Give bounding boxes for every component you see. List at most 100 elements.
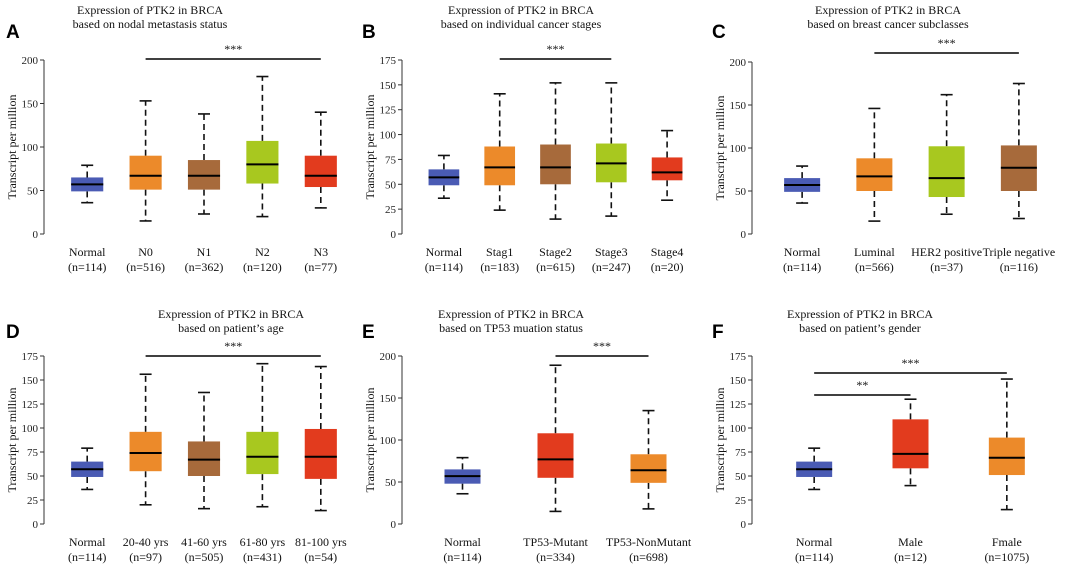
chart-title-line: Expression of PTK2 in BRCA <box>787 307 933 321</box>
y-tick-label: 100 <box>380 130 397 142</box>
y-tick-label: 100 <box>730 143 747 155</box>
significance-label: *** <box>547 42 565 56</box>
category-count: (n=77) <box>304 260 337 274</box>
y-tick-label: 125 <box>22 399 39 411</box>
y-axis-label: Transcript per million <box>713 96 727 201</box>
category-label: Normal <box>796 535 833 549</box>
y-tick-label: 0 <box>33 229 39 241</box>
y-tick-label: 50 <box>385 179 397 191</box>
significance-label: *** <box>902 356 920 370</box>
category-label: N3 <box>313 245 328 259</box>
chart-title-line: based on breast cancer subclasses <box>807 17 969 31</box>
y-tick-label: 125 <box>730 399 747 411</box>
panel-label: C <box>712 22 726 43</box>
category-label: N2 <box>255 245 270 259</box>
category-count: (n=516) <box>126 260 165 274</box>
box-n0 <box>129 100 162 222</box>
y-tick-label: 100 <box>22 142 39 154</box>
box-luminal <box>856 107 893 222</box>
y-axis-label: Transcript per million <box>5 388 19 493</box>
category-count: (n=37) <box>930 260 963 274</box>
y-tick-label: 150 <box>380 393 397 405</box>
category-label: Luminal <box>854 245 895 259</box>
category-label: Normal <box>69 245 106 259</box>
category-count: (n=505) <box>185 550 224 564</box>
box-tp53-nonmutant <box>630 409 667 510</box>
box-tp53-mutant <box>537 364 574 513</box>
category-label: N1 <box>197 245 212 259</box>
box-61-80-yrs <box>246 362 279 508</box>
box-her2-positive <box>928 93 965 216</box>
y-tick-label: 75 <box>735 447 747 459</box>
y-tick-label: 50 <box>735 471 747 483</box>
category-label: Male <box>898 535 923 549</box>
y-tick-label: 0 <box>741 229 747 241</box>
box-iqr <box>892 419 929 469</box>
category-count: (n=362) <box>185 260 224 274</box>
box-stag1 <box>484 93 516 211</box>
y-tick-label: 50 <box>27 186 39 198</box>
y-tick-label: 175 <box>730 351 747 363</box>
box-n3 <box>304 111 337 209</box>
box-iqr <box>537 433 574 478</box>
category-count: (n=120) <box>243 260 282 274</box>
y-tick-label: 75 <box>385 154 397 166</box>
category-label: Normal <box>444 535 481 549</box>
y-tick-label: 50 <box>385 477 397 489</box>
category-count: (n=566) <box>855 260 894 274</box>
y-axis-label: Transcript per million <box>363 388 377 493</box>
box-iqr <box>988 437 1025 476</box>
category-label: 81-100 yrs <box>295 535 347 549</box>
chart-title-line: based on nodal metastasis status <box>73 17 228 31</box>
box-stage4 <box>651 129 683 201</box>
chart-title-line: Expression of PTK2 in BRCA <box>815 3 961 17</box>
box-stage3 <box>595 82 627 217</box>
y-tick-label: 150 <box>730 375 747 387</box>
y-tick-label: 25 <box>735 495 747 507</box>
box-iqr <box>484 146 516 186</box>
y-tick-label: 50 <box>27 471 39 483</box>
box-20-40-yrs <box>129 373 162 506</box>
box-iqr <box>928 146 965 198</box>
box-normal <box>71 447 104 491</box>
y-tick-label: 175 <box>22 351 39 363</box>
y-tick-label: 0 <box>391 229 397 241</box>
y-tick-label: 0 <box>391 519 397 531</box>
chart-title-line: Expression of PTK2 in BRCA <box>158 307 304 321</box>
category-label: HER2 positive <box>911 245 982 259</box>
category-label: Normal <box>69 535 106 549</box>
category-label: 61-80 yrs <box>240 535 286 549</box>
significance-label: *** <box>593 339 611 353</box>
box-n2 <box>246 75 279 218</box>
box-81-100-yrs <box>304 365 337 512</box>
category-count: (n=1075) <box>984 550 1029 564</box>
category-label: Normal <box>426 245 463 259</box>
category-count: (n=114) <box>783 260 821 274</box>
y-tick-label: 100 <box>730 423 747 435</box>
box-triple-negative <box>1000 82 1037 220</box>
category-label: TP53-Mutant <box>523 535 588 549</box>
category-count: (n=114) <box>68 550 106 564</box>
category-count: (n=698) <box>629 550 668 564</box>
category-label: N0 <box>138 245 153 259</box>
category-label: Stage3 <box>595 245 628 259</box>
y-tick-label: 150 <box>22 99 39 111</box>
category-label: 41-60 yrs <box>181 535 227 549</box>
category-label: TP53-NonMutant <box>606 535 692 549</box>
category-count: (n=20) <box>651 260 684 274</box>
box-iqr <box>304 428 337 479</box>
category-label: Stage2 <box>539 245 572 259</box>
category-count: (n=114) <box>425 260 463 274</box>
panel-label: B <box>362 22 376 43</box>
y-tick-label: 150 <box>380 80 397 92</box>
chart-title-line: based on patient’s gender <box>799 321 921 335</box>
box-n1 <box>187 113 221 215</box>
y-tick-label: 25 <box>385 204 397 216</box>
box-normal <box>444 456 481 495</box>
box-iqr <box>630 454 667 483</box>
box-iqr <box>129 431 162 472</box>
